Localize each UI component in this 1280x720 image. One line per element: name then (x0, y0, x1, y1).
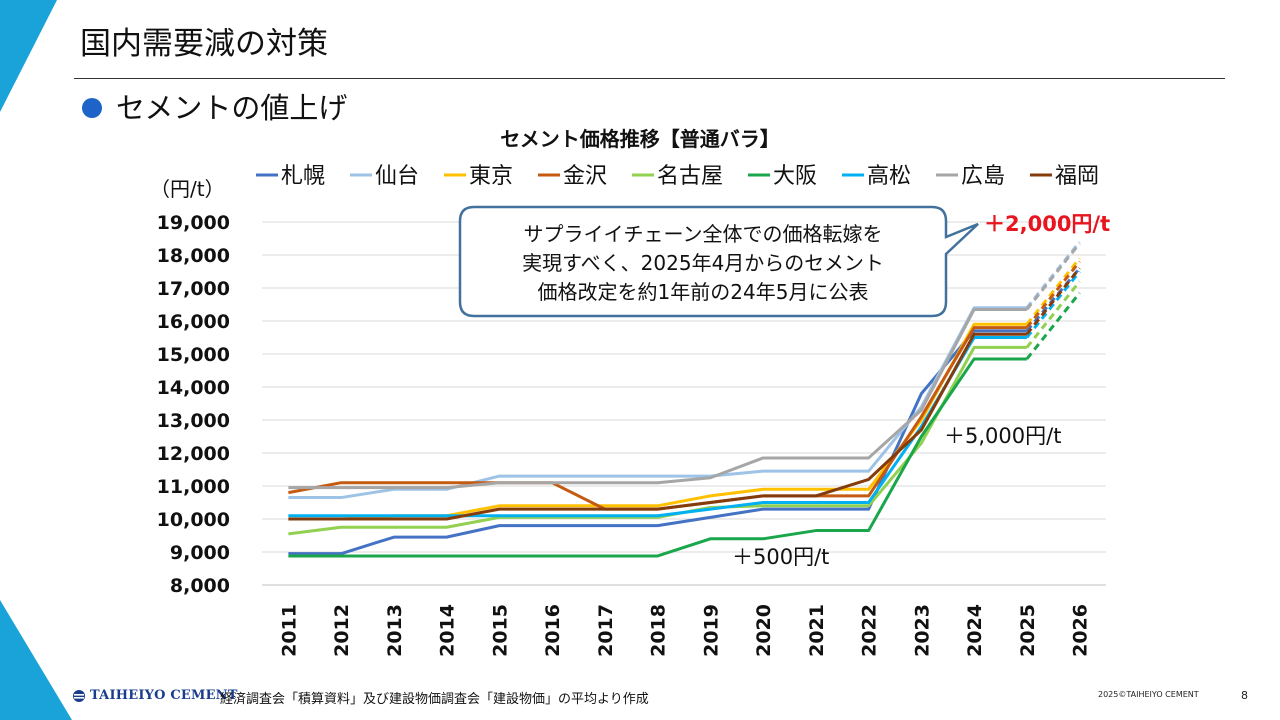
x-tick-label: 2020 (753, 604, 775, 657)
x-tick-label: 2014 (437, 604, 459, 657)
x-tick-label: 2026 (1070, 604, 1092, 657)
series-forecast-line (1025, 242, 1081, 311)
x-tick-label: 2019 (700, 604, 722, 657)
copyright-text: 2025©TAIHEIYO CEMENT (1098, 690, 1199, 699)
legend-label: 金沢 (563, 164, 607, 189)
corner-decoration-top (0, 0, 57, 112)
x-tick-label: 2022 (859, 604, 881, 657)
series-forecast-line (1025, 270, 1081, 339)
legend-label: 名古屋 (657, 164, 723, 189)
slide-title: 国内需要減の対策 (80, 26, 328, 62)
x-tick-label: 2012 (331, 604, 353, 657)
callout-box (458, 205, 979, 318)
series-line (288, 332, 1027, 521)
y-axis-label: （円/t） (150, 177, 225, 201)
callout-text: 実現すべく、2025年4月からのセメント (522, 251, 884, 275)
x-tick-label: 2011 (278, 604, 300, 657)
x-tick-label: 2017 (595, 604, 617, 657)
x-tick-label: 2024 (964, 604, 986, 657)
x-tick-label: 2016 (542, 604, 564, 657)
series-forecast-line (1025, 280, 1081, 349)
legend-label: 札幌 (281, 164, 325, 189)
series-line (288, 345, 1027, 536)
callout-text: 価格改定を約1年前の24年5月に公表 (538, 280, 869, 304)
page-number: 8 (1241, 689, 1248, 702)
x-tick-label: 2015 (489, 604, 511, 657)
bullet-point: セメントの値上げ (82, 88, 347, 128)
series-forecast-line (1025, 257, 1081, 326)
y-tick-label: 8,000 (170, 575, 230, 597)
series-forecast-line (1025, 267, 1081, 332)
y-tick-label: 15,000 (157, 344, 230, 366)
y-tick-label: 11,000 (157, 476, 230, 498)
source-note: 経済調査会「積算資料」及び建設物価調査会「建設物価」の平均より作成 (220, 692, 649, 707)
legend-label: 広島 (961, 164, 1005, 189)
logo-mark-icon (73, 689, 85, 702)
x-tick-label: 2025 (1017, 604, 1039, 657)
x-tick-label: 2018 (648, 604, 670, 657)
y-tick-label: 14,000 (157, 377, 230, 399)
legend-label: 仙台 (375, 164, 419, 189)
x-tick-label: 2021 (806, 604, 828, 657)
y-tick-label: 16,000 (157, 311, 230, 333)
series-line (288, 307, 1027, 490)
callout-text: サプライイチェーン全体での価格転嫁を (524, 222, 883, 246)
company-logo: TAIHEIYO CEMENT (72, 688, 238, 703)
legend-label: 東京 (469, 164, 513, 189)
y-tick-label: 9,000 (170, 542, 230, 564)
series-forecast-line (1025, 292, 1081, 360)
x-tick-label: 2013 (384, 604, 406, 657)
y-tick-label: 12,000 (157, 443, 230, 465)
y-tick-label: 17,000 (157, 278, 230, 300)
chart-title: セメント価格推移【普通バラ】 (500, 127, 780, 151)
legend-label: 福岡 (1055, 164, 1099, 189)
y-tick-label: 10,000 (157, 509, 230, 531)
y-tick-label: 19,000 (157, 212, 230, 234)
annotation-plus-2000: ＋2,000円/t (984, 212, 1110, 236)
series-forecast-line (1025, 267, 1081, 336)
x-tick-label: 2023 (911, 604, 933, 657)
series-line (288, 329, 1027, 556)
series-line (288, 357, 1027, 558)
legend-label: 高松 (867, 164, 911, 189)
y-tick-label: 18,000 (157, 245, 230, 267)
legend-label: 大阪 (773, 164, 817, 189)
bullet-text: セメントの値上げ (116, 91, 348, 125)
annotation-plus-5000: ＋5,000円/t (944, 424, 1061, 448)
y-tick-label: 13,000 (157, 410, 230, 432)
title-divider (74, 78, 1225, 79)
bullet-dot-icon (82, 98, 102, 118)
annotation-plus-500: ＋500円/t (732, 545, 829, 569)
corner-decoration-bottom (0, 600, 72, 720)
series-line (288, 306, 1027, 500)
logo-text: TAIHEIYO CEMENT (90, 688, 238, 703)
series-forecast-line (1025, 260, 1081, 329)
series-line (288, 336, 1027, 518)
